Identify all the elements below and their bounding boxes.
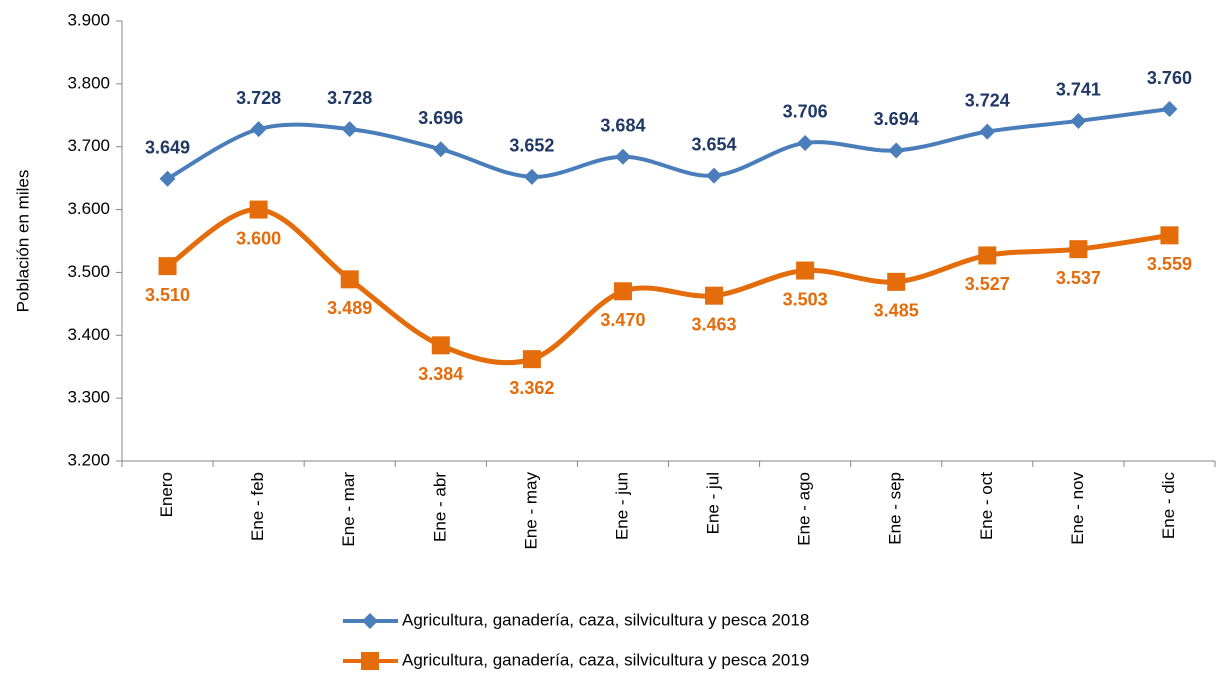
x-tick-label: Enero [157,472,176,517]
data-point [250,121,267,138]
data-point [979,123,996,140]
data-point [706,167,723,184]
data-label: 3.485 [874,301,919,321]
legend-marker [362,613,378,629]
x-tick-label: Ene - sep [886,472,905,545]
x-tick-label: Ene - ago [795,472,814,546]
y-tick-label: 3.600 [67,199,110,218]
data-label: 3.600 [236,228,281,248]
y-tick-label: 3.200 [67,450,110,469]
data-label: 3.724 [965,90,1010,110]
data-point [1160,226,1179,245]
data-point [797,134,814,151]
y-tick-label: 3.900 [67,10,110,29]
data-label: 3.728 [327,88,372,108]
data-point [796,261,815,280]
data-point [1161,101,1178,117]
x-tick-label: Ene - abr [430,472,449,542]
x-tick-label: Ene - oct [977,472,996,540]
series-line [166,107,1170,181]
data-label: 3.706 [783,102,828,122]
data-point [158,257,177,276]
x-tick-label: Ene - nov [1068,472,1087,545]
data-label: 3.728 [236,88,281,108]
x-tick-label: Ene - dic [1159,472,1178,540]
x-tick-label: Ene - may [521,472,540,550]
data-point [341,121,358,138]
data-label: 3.559 [1147,254,1192,274]
y-tick-label: 3.700 [67,136,110,155]
y-tick-label: 3.800 [67,73,110,92]
legend-label: Agricultura, ganadería, caza, silvicultu… [402,610,809,629]
x-tick-label: Ene - mar [339,472,358,547]
data-point [978,246,997,265]
data-point [613,282,632,301]
data-point [1070,112,1087,129]
data-label: 3.470 [600,310,645,330]
x-tick-label: Ene - feb [248,472,267,541]
data-label: 3.649 [145,138,190,158]
y-tick-label: 3.400 [67,325,110,344]
data-point [522,350,541,369]
data-point [887,272,906,291]
data-point [431,336,450,355]
data-point [249,200,268,219]
data-label: 3.652 [509,136,554,156]
data-label: 3.489 [327,298,372,318]
data-point [614,148,631,165]
data-label: 3.696 [418,108,463,128]
x-tick-label: Ene - jul [704,472,723,534]
data-point [523,168,540,185]
data-point [1069,240,1088,259]
data-label: 3.760 [1147,68,1192,88]
legend-marker [361,652,379,670]
data-label: 3.684 [600,116,645,136]
data-label: 3.741 [1056,80,1101,100]
x-tick-label: Ene - jun [612,472,631,540]
data-label: 3.503 [783,289,828,309]
data-point [159,170,176,187]
series-line [166,207,1170,366]
data-label: 3.654 [692,134,737,154]
data-point [888,142,905,159]
data-label: 3.362 [509,378,554,398]
y-tick-label: 3.500 [67,262,110,281]
data-label: 3.463 [692,314,737,334]
y-tick-label: 3.300 [67,388,110,407]
data-point [432,141,449,158]
data-label: 3.384 [418,364,463,384]
data-label: 3.537 [1056,268,1101,288]
data-point [705,286,724,305]
data-point [340,270,359,289]
y-axis-label: Población en miles [13,170,32,313]
data-label: 3.694 [874,109,919,129]
data-label: 3.510 [145,285,190,305]
legend-label: Agricultura, ganadería, caza, silvicultu… [402,650,809,669]
data-label: 3.527 [965,274,1010,294]
